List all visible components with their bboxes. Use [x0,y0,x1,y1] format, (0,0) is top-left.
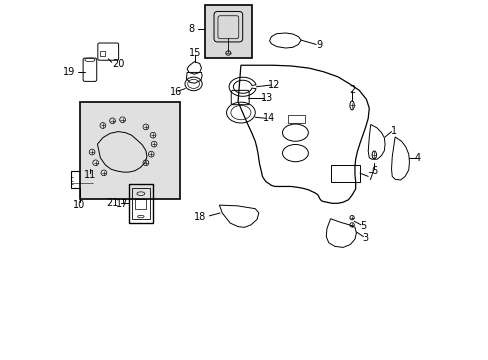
Text: 12: 12 [267,80,280,90]
Bar [330,165,359,182]
Text: 2: 2 [348,85,354,95]
Bar [287,116,305,123]
Text: 9: 9 [315,40,322,50]
Text: 21: 21 [106,198,118,208]
Bar [80,102,180,199]
Bar [129,184,153,223]
Text: 14: 14 [262,113,274,123]
Text: 8: 8 [188,24,194,35]
Text: 18: 18 [194,212,206,221]
Bar [135,199,146,210]
Text: 7: 7 [366,172,372,182]
Text: 19: 19 [63,67,75,77]
Text: 3: 3 [362,233,368,243]
Bar [131,188,150,219]
Bar [70,171,93,188]
Text: 13: 13 [261,93,273,103]
Text: 6: 6 [370,166,377,176]
Bar [204,5,251,58]
Text: 4: 4 [414,153,420,163]
Text: 10: 10 [73,200,85,210]
Text: 1: 1 [390,126,396,135]
Text: 5: 5 [360,221,366,231]
Text: 20: 20 [112,59,124,69]
Bar [100,51,104,56]
Text: 17: 17 [116,199,128,210]
Text: 15: 15 [188,48,201,58]
Text: 11: 11 [83,170,96,180]
Text: 16: 16 [169,87,182,97]
